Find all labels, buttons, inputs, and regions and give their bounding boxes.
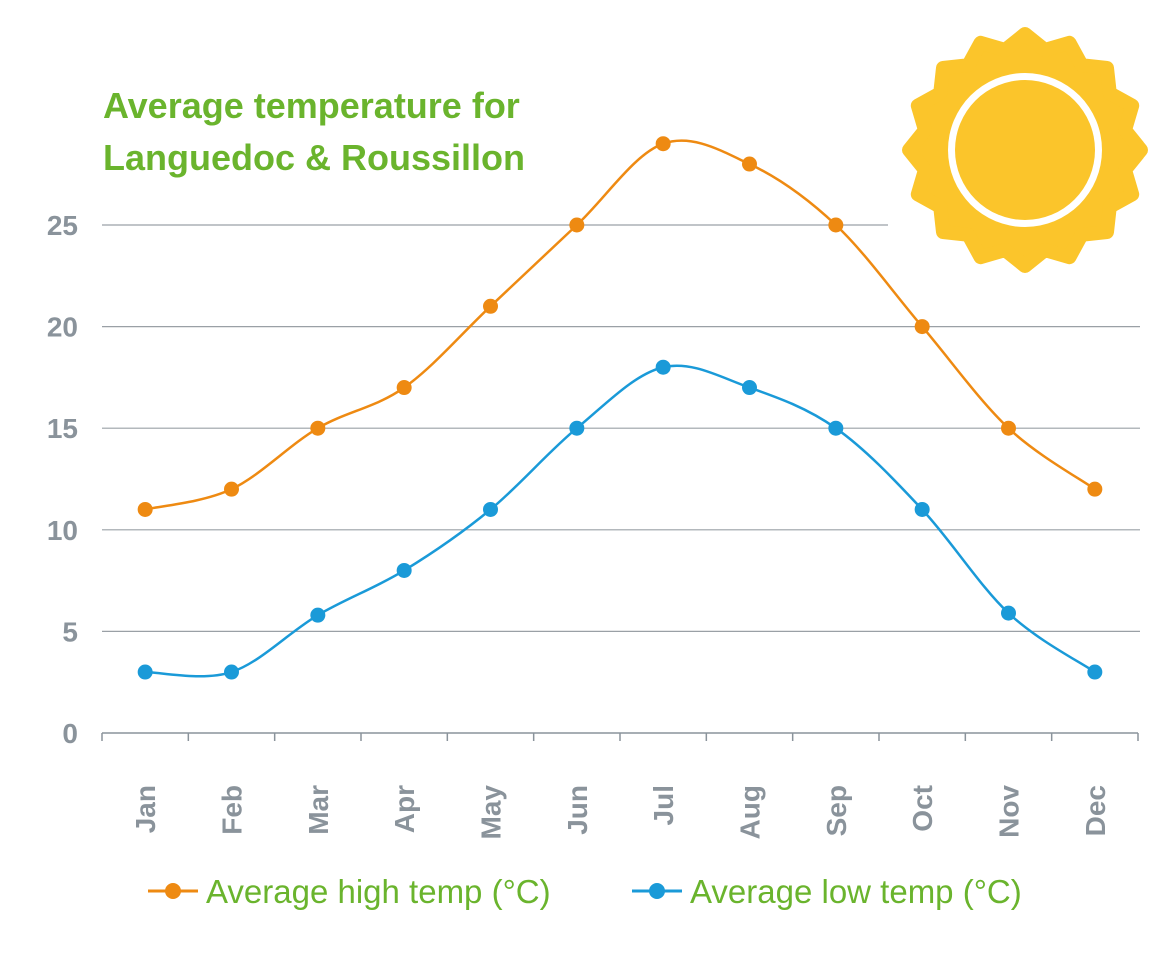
y-tick-label: 25 [47, 210, 78, 241]
data-point [224, 664, 239, 680]
x-tick-label: Jan [130, 785, 161, 833]
legend: Average high temp (°C) Average low temp (… [148, 873, 1022, 910]
data-point [828, 420, 844, 436]
x-tick-label: Feb [217, 785, 248, 835]
x-tick-label: Jul [648, 785, 679, 825]
series-line-1 [145, 364, 1096, 678]
data-point [1087, 481, 1103, 497]
legend-label: Average high temp (°C) [206, 873, 551, 910]
x-tick-label: Aug [735, 785, 766, 839]
legend-marker-dot [649, 883, 665, 899]
y-tick-label: 0 [62, 718, 78, 749]
data-point [310, 607, 326, 623]
data-point [655, 359, 671, 375]
chart-title-line-2: Languedoc & Roussillon [103, 137, 525, 178]
x-tick-label: Nov [994, 785, 1025, 838]
data-point [1087, 664, 1103, 680]
sun-icon [902, 27, 1148, 273]
x-tick-label: Oct [907, 785, 938, 832]
legend-marker-dot [165, 883, 181, 899]
gridlines [102, 224, 1140, 633]
data-point [914, 501, 930, 517]
chart-title-line-1: Average temperature for [103, 85, 520, 126]
data-point [483, 501, 498, 517]
x-tick-label: Sep [821, 785, 852, 836]
data-point [137, 501, 153, 517]
y-tick-label: 15 [47, 413, 78, 444]
sun-core [955, 80, 1095, 220]
x-tick-label: Mar [303, 785, 334, 835]
legend-label: Average low temp (°C) [690, 873, 1022, 910]
data-point [137, 664, 153, 680]
data-point [1001, 420, 1016, 436]
data-point [396, 380, 412, 396]
x-tick-label: May [476, 785, 507, 840]
data-point [742, 156, 757, 172]
data-point [224, 481, 239, 497]
x-tick-label: Dec [1080, 785, 1111, 836]
data-point [914, 319, 930, 335]
x-tick-label: Apr [389, 785, 420, 833]
data-point [569, 420, 585, 436]
y-tick-label: 5 [62, 616, 78, 647]
x-tick-label: Jun [562, 785, 593, 835]
data-point [310, 420, 326, 436]
y-tick-label: 10 [47, 515, 78, 546]
data-point [655, 136, 671, 152]
data-point [828, 217, 844, 233]
data-point [569, 217, 585, 233]
data-point [396, 562, 412, 578]
data-point [483, 298, 498, 314]
data-point [742, 380, 757, 396]
x-axis [101, 732, 1139, 741]
data-point [1001, 605, 1016, 621]
y-tick-label: 20 [47, 312, 78, 343]
